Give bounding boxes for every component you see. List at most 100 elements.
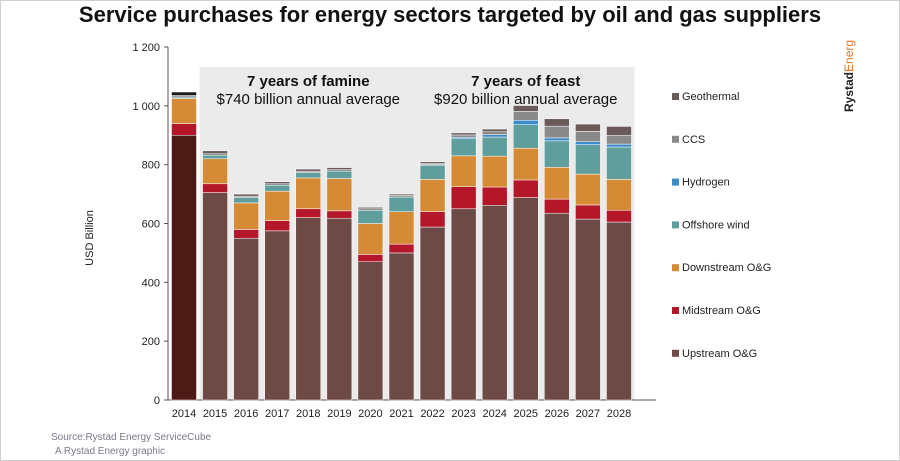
bar-segment <box>481 155 508 188</box>
legend-swatch <box>672 349 679 357</box>
legend-swatch <box>672 178 679 186</box>
x-tick-label: 2028 <box>607 408 631 420</box>
bar-segment <box>295 208 322 218</box>
bar-segment <box>450 132 477 136</box>
legend-swatch <box>672 221 679 229</box>
bar-segment <box>264 190 290 221</box>
bar-segment <box>481 131 508 135</box>
bar-segment <box>606 135 632 145</box>
bar-segment <box>606 210 632 223</box>
bar-segment <box>233 237 259 401</box>
x-tick-label: 2016 <box>234 408 258 420</box>
legend-swatch <box>672 307 679 314</box>
rystad-energy-logo: RystadEnergy <box>842 40 856 112</box>
legend-label: Downstream O&G <box>682 262 771 274</box>
bar-segment <box>481 128 508 132</box>
bar-segment <box>357 254 384 262</box>
bar-segment <box>481 186 508 206</box>
bar-segment <box>295 177 322 210</box>
x-tick-label: 2022 <box>420 408 444 420</box>
x-tick-label: 2015 <box>203 408 227 420</box>
x-tick-label: 2014 <box>172 408 196 420</box>
bar-segment <box>513 119 539 125</box>
bar-segment <box>295 172 322 179</box>
bar-segment <box>202 155 228 160</box>
bar-segment <box>606 143 632 148</box>
bar-segment <box>606 221 632 401</box>
y-tick-label: 400 <box>142 277 160 289</box>
bar-segment <box>513 179 539 198</box>
bar-segment <box>575 144 601 175</box>
legend-swatch <box>672 93 679 100</box>
bar-segment <box>513 147 539 181</box>
bar-segment <box>388 211 415 245</box>
bar-segment <box>264 230 290 401</box>
y-tick-label: 600 <box>142 219 160 231</box>
bar-segment <box>388 193 415 196</box>
bar-segment <box>544 140 570 168</box>
bar-segment <box>171 98 197 124</box>
x-tick-label: 2021 <box>389 408 413 420</box>
bar-segment <box>450 138 477 157</box>
x-tick-label: 2027 <box>576 408 600 420</box>
bar-segment <box>419 161 446 164</box>
bar-segment <box>606 146 632 180</box>
x-tick-label: 2024 <box>482 408 506 420</box>
bar-segment <box>513 105 539 112</box>
brand-name-accent: Energy <box>842 40 856 72</box>
bar-segment <box>481 205 508 401</box>
bar-segment <box>575 173 601 206</box>
bar-segment <box>575 141 601 145</box>
bar-segment <box>202 158 228 185</box>
x-tick-label: 2020 <box>358 408 382 420</box>
bar-segment <box>575 218 601 401</box>
bar-segment <box>575 123 601 132</box>
x-tick-label: 2025 <box>514 408 538 420</box>
bar-segment <box>450 134 477 138</box>
annotation-heading: 7 years of feast <box>471 73 580 90</box>
bar-segment <box>544 198 570 214</box>
bar-segment <box>171 123 197 136</box>
legend-swatch <box>672 135 679 143</box>
bar-segment <box>202 192 228 401</box>
annotation-heading: 7 years of famine <box>247 73 370 90</box>
bar-segment <box>326 178 353 212</box>
annotation-text: $920 billion annual average <box>434 91 617 108</box>
legend-label: Geothermal <box>682 91 739 103</box>
bar-segment <box>450 155 477 187</box>
bar-segment <box>202 150 228 155</box>
bar-segment <box>419 211 446 228</box>
bar-segment <box>481 134 508 138</box>
x-tick-label: 2026 <box>545 408 569 420</box>
bar-segment <box>544 118 570 127</box>
x-tick-label: 2018 <box>296 408 320 420</box>
bar-segment <box>264 181 290 185</box>
y-axis-title: USD Billion <box>84 210 96 266</box>
legend-label: Offshore wind <box>682 219 750 231</box>
y-tick-label: 200 <box>142 336 160 348</box>
bar-segment <box>264 185 290 192</box>
bar-segment <box>606 179 632 211</box>
legend-label: Hydrogen <box>682 177 730 189</box>
x-tick-label: 2019 <box>327 408 351 420</box>
brand-name: Rystad <box>842 72 856 112</box>
y-tick-label: 0 <box>154 395 160 407</box>
bar-segment <box>544 212 570 401</box>
x-tick-label: 2017 <box>265 408 289 420</box>
bar-segment <box>544 167 570 200</box>
svg-text:RystadEnergy: RystadEnergy <box>842 40 856 112</box>
bar-segment <box>481 136 508 157</box>
bar-segment <box>233 202 259 230</box>
bar-segment <box>233 229 259 239</box>
bar-segment <box>233 193 259 197</box>
bar-segment <box>513 111 539 121</box>
x-tick-label: 2023 <box>451 408 475 420</box>
bar-segment <box>233 197 259 204</box>
bar-segment <box>575 204 601 220</box>
bar-segment <box>513 197 539 401</box>
bar-segment <box>357 223 384 255</box>
bar-segment <box>419 179 446 212</box>
bar-segment <box>388 243 415 254</box>
bar-segment <box>357 207 384 210</box>
